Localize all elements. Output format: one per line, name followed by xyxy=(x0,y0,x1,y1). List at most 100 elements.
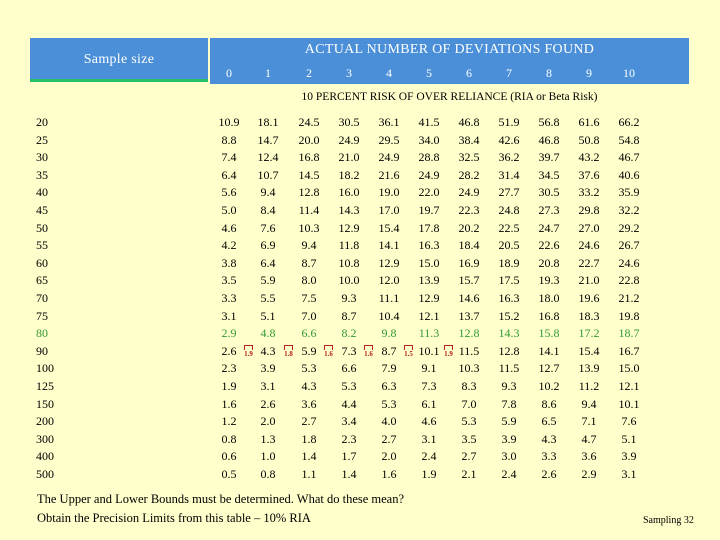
deviation-count-7: 7 xyxy=(506,66,512,80)
table-cell: 36.1 xyxy=(378,115,400,129)
table-cell: 0.6 xyxy=(221,449,237,464)
table-cell: 54.8 xyxy=(618,132,640,147)
deviation-count-10: 10 xyxy=(623,66,635,80)
table-cell: 16.3 xyxy=(498,291,520,305)
table-cell: 8.7 xyxy=(341,308,357,323)
table-cell: 10.4 xyxy=(378,308,400,323)
table-cell: 4.6 xyxy=(221,220,237,235)
table-cell: 18.0 xyxy=(538,291,560,305)
sample-size-90: 90 xyxy=(36,343,48,358)
table-cell: 5.6 xyxy=(221,185,237,200)
table-cell: 38.4 xyxy=(458,132,480,147)
table-cell: 4.7 xyxy=(581,431,597,446)
table-cell: 2.0 xyxy=(260,414,276,429)
sample-size-25: 25 xyxy=(36,132,48,147)
table-cell: 6.1 xyxy=(421,396,437,411)
table-cell: 3.1 xyxy=(621,467,637,481)
table-cell: 15.4 xyxy=(578,343,600,358)
table-cell: 3.9 xyxy=(260,361,276,376)
table-cell: 3.4 xyxy=(341,414,357,429)
table-cell: 17.5 xyxy=(498,273,520,288)
table-cell: 24.6 xyxy=(618,255,640,270)
table-cell: 16.7 xyxy=(618,343,640,358)
table-cell: 8.2 xyxy=(341,326,357,341)
table-cell: 7.4 xyxy=(221,150,237,165)
table-cell: 12.1 xyxy=(418,308,440,323)
table-cell: 14.7 xyxy=(257,132,279,147)
table-cell: 3.5 xyxy=(461,431,477,446)
table-cell: 22.7 xyxy=(578,255,600,270)
table-cell: 7.6 xyxy=(621,414,637,429)
table-cell: 8.4 xyxy=(260,203,276,217)
table-cell: 8.7 xyxy=(301,255,317,270)
table-cell: 2.9 xyxy=(221,326,237,341)
table-cell: 12.7 xyxy=(538,361,560,376)
table-cell: 18.7 xyxy=(618,326,640,341)
deviation-count-2: 2 xyxy=(306,66,312,80)
table-cell: 9.4 xyxy=(301,238,317,253)
table-cell: 1.6 xyxy=(381,467,397,481)
bound-marker: 1.9 xyxy=(444,344,453,359)
table-cell: 36.2 xyxy=(498,150,520,165)
table-cell: 13.9 xyxy=(578,361,600,376)
table-cell: 13.9 xyxy=(418,273,440,288)
table-cell: 1.2 xyxy=(221,414,237,429)
table-cell: 3.6 xyxy=(301,396,317,411)
table-cell: 2.7 xyxy=(301,414,317,429)
table-cell: 32.2 xyxy=(618,203,640,217)
sample-size-60: 60 xyxy=(36,255,48,270)
table-cell: 1.8 xyxy=(301,431,317,446)
table-cell: 14.1 xyxy=(538,343,560,358)
table-cell: 29.5 xyxy=(378,132,400,147)
table-cell: 16.3 xyxy=(418,238,440,253)
sample-size-55: 55 xyxy=(36,238,48,253)
table-cell: 9.4 xyxy=(581,396,597,411)
table-cell: 7.1 xyxy=(581,414,597,429)
table-cell: 24.5 xyxy=(298,115,320,129)
table-cell: 3.3 xyxy=(221,291,237,305)
table-cell: 61.6 xyxy=(578,115,600,129)
table-cell: 46.7 xyxy=(618,150,640,165)
table-cell: 6.3 xyxy=(381,379,397,393)
table-cell: 8.8 xyxy=(221,132,237,147)
table-cell: 5.9 xyxy=(501,414,517,429)
table-cell: 56.8 xyxy=(538,115,560,129)
table-cell: 10.7 xyxy=(257,167,279,182)
table-cell: 20.8 xyxy=(538,255,560,270)
bound-marker: 1.8 xyxy=(284,344,293,359)
table-cell: 15.0 xyxy=(618,361,640,376)
table-cell: 32.5 xyxy=(458,150,480,165)
table-cell: 6.6 xyxy=(341,361,357,376)
table-cell: 5.3 xyxy=(341,379,357,393)
table-cell: 29.2 xyxy=(618,220,640,235)
table-cell: 35.9 xyxy=(618,185,640,200)
table-cell: 6.5 xyxy=(541,414,557,429)
table-cell: 10.3 xyxy=(458,361,480,376)
table-cell: 10.1 xyxy=(618,396,640,411)
table-cell: 4.3 xyxy=(301,379,317,393)
deviation-count-4: 4 xyxy=(386,66,392,80)
table-cell: 15.0 xyxy=(418,255,440,270)
table-cell: 10.8 xyxy=(338,255,360,270)
table-cell: 16.8 xyxy=(298,150,320,165)
table-cell: 9.3 xyxy=(341,291,357,305)
table-cell: 24.9 xyxy=(338,132,360,147)
table-cell: 41.5 xyxy=(418,115,440,129)
sample-size-20: 20 xyxy=(36,115,48,129)
table-cell: 22.5 xyxy=(498,220,520,235)
table-cell: 11.1 xyxy=(378,291,400,305)
sample-size-75: 75 xyxy=(36,308,48,323)
table-cell: 20.5 xyxy=(498,238,520,253)
table-cell: 4.4 xyxy=(341,396,357,411)
table-cell: 1.1 xyxy=(301,467,317,481)
table-cell: 33.2 xyxy=(578,185,600,200)
table-cell: 3.1 xyxy=(421,431,437,446)
table-cell: 8.7 xyxy=(381,343,397,358)
table-cell: 24.6 xyxy=(578,238,600,253)
deviation-count-bar xyxy=(210,62,689,84)
sample-size-150: 150 xyxy=(36,396,54,411)
table-cell: 5.1 xyxy=(260,308,276,323)
table-cell: 21.0 xyxy=(578,273,600,288)
table-cell: 15.2 xyxy=(498,308,520,323)
page-label: Sampling 32 xyxy=(643,515,694,526)
